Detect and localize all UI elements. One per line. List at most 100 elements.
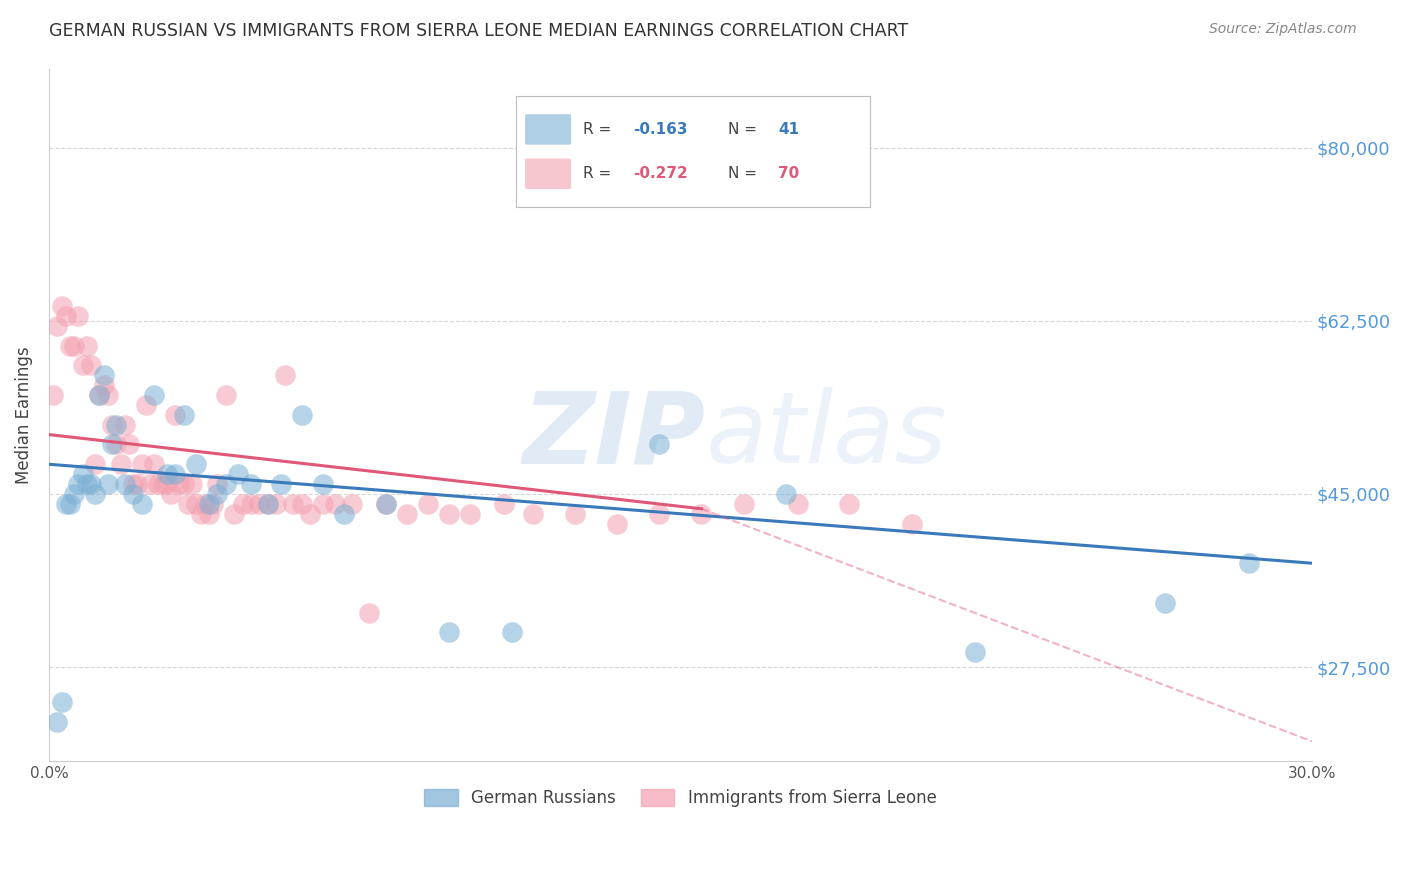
Point xyxy=(131,497,153,511)
Point xyxy=(118,437,141,451)
Point xyxy=(173,408,195,422)
Point xyxy=(42,388,65,402)
Point xyxy=(374,497,396,511)
Point xyxy=(458,507,481,521)
Point xyxy=(606,516,628,531)
Point xyxy=(901,516,924,531)
Point xyxy=(63,487,86,501)
Point xyxy=(775,487,797,501)
Point xyxy=(93,368,115,383)
Point xyxy=(733,497,755,511)
Point xyxy=(156,467,179,482)
Text: ZIP: ZIP xyxy=(523,387,706,484)
Y-axis label: Median Earnings: Median Earnings xyxy=(15,346,32,483)
Point xyxy=(84,487,107,501)
Point xyxy=(224,507,246,521)
Point xyxy=(114,477,136,491)
Point xyxy=(63,338,86,352)
Point xyxy=(648,437,671,451)
Point xyxy=(101,437,124,451)
Point xyxy=(59,338,82,352)
Point xyxy=(240,477,263,491)
Point xyxy=(72,467,94,482)
Point xyxy=(298,507,321,521)
Point xyxy=(97,477,120,491)
Point xyxy=(311,497,333,511)
Point xyxy=(80,359,103,373)
Point xyxy=(198,497,221,511)
Point xyxy=(122,477,145,491)
Point xyxy=(311,477,333,491)
Point xyxy=(152,477,174,491)
Point xyxy=(332,507,354,521)
Point xyxy=(173,477,195,491)
Point xyxy=(110,457,132,471)
Point xyxy=(202,497,225,511)
Point xyxy=(690,507,713,521)
Point xyxy=(55,497,77,511)
Point xyxy=(186,457,208,471)
Point xyxy=(249,497,271,511)
Point xyxy=(965,645,987,659)
Point xyxy=(89,388,111,402)
Point xyxy=(46,714,69,729)
Point xyxy=(127,477,149,491)
Point xyxy=(266,497,288,511)
Point xyxy=(290,408,312,422)
Point xyxy=(101,417,124,432)
Point xyxy=(395,507,418,521)
Point xyxy=(522,507,544,521)
Point xyxy=(122,487,145,501)
Point xyxy=(501,625,523,640)
Point xyxy=(492,497,515,511)
Point xyxy=(437,625,460,640)
Point xyxy=(80,477,103,491)
Point xyxy=(131,457,153,471)
Point xyxy=(416,497,439,511)
Point xyxy=(51,695,73,709)
Point xyxy=(232,497,254,511)
Point xyxy=(290,497,312,511)
Point xyxy=(374,497,396,511)
Point xyxy=(89,388,111,402)
Point xyxy=(281,497,304,511)
Point xyxy=(143,457,166,471)
Point xyxy=(97,388,120,402)
Point xyxy=(340,497,363,511)
Point xyxy=(148,477,170,491)
Point xyxy=(240,497,263,511)
Point xyxy=(648,507,671,521)
Point xyxy=(143,388,166,402)
Point xyxy=(323,497,346,511)
Legend: German Russians, Immigrants from Sierra Leone: German Russians, Immigrants from Sierra … xyxy=(416,780,945,815)
Point xyxy=(72,359,94,373)
Point xyxy=(207,487,229,501)
Point xyxy=(76,477,98,491)
Point xyxy=(114,417,136,432)
Point xyxy=(139,477,162,491)
Text: GERMAN RUSSIAN VS IMMIGRANTS FROM SIERRA LEONE MEDIAN EARNINGS CORRELATION CHART: GERMAN RUSSIAN VS IMMIGRANTS FROM SIERRA… xyxy=(49,22,908,40)
Point xyxy=(257,497,280,511)
Point xyxy=(93,378,115,392)
Point xyxy=(76,338,98,352)
Point xyxy=(1153,596,1175,610)
Point xyxy=(59,497,82,511)
Point xyxy=(84,457,107,471)
Point xyxy=(156,477,179,491)
Point xyxy=(105,417,128,432)
Point xyxy=(165,408,187,422)
Point xyxy=(181,477,204,491)
Point xyxy=(135,398,157,412)
Point xyxy=(207,477,229,491)
Text: Source: ZipAtlas.com: Source: ZipAtlas.com xyxy=(1209,22,1357,37)
Point xyxy=(437,507,460,521)
Point xyxy=(257,497,280,511)
Point xyxy=(198,507,221,521)
Point xyxy=(215,388,238,402)
Point xyxy=(186,497,208,511)
Point xyxy=(190,507,212,521)
Point xyxy=(838,497,860,511)
Point xyxy=(787,497,810,511)
Point xyxy=(228,467,250,482)
Point xyxy=(274,368,297,383)
